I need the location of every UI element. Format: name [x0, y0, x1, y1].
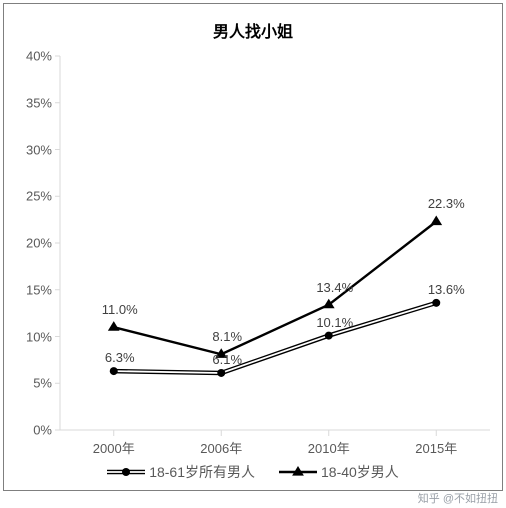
data-point-label: 13.4%: [316, 280, 353, 295]
triangle-marker-icon: [279, 464, 317, 480]
legend-label: 18-40岁男人: [321, 462, 399, 482]
data-point-label: 11.0%: [102, 302, 138, 317]
data-point-label: 22.3%: [428, 196, 465, 211]
legend-item: 18-61岁所有男人: [107, 462, 255, 482]
y-tick-label: 0%: [20, 423, 52, 438]
legend: 18-61岁所有男人 18-40岁男人: [0, 462, 506, 482]
y-tick-label: 20%: [20, 236, 52, 251]
circle-marker-icon: [107, 464, 145, 480]
data-point-label: 6.3%: [105, 350, 135, 365]
x-tick-label: 2000年: [93, 438, 135, 457]
chart-title: 男人找小姐: [0, 18, 506, 42]
legend-item: 18-40岁男人: [279, 462, 399, 482]
x-tick-label: 2010年: [308, 438, 350, 457]
y-tick-label: 40%: [20, 49, 52, 64]
data-point-label: 13.6%: [428, 282, 465, 297]
y-tick-label: 30%: [20, 142, 52, 157]
y-tick-label: 35%: [20, 95, 52, 110]
data-point-label: 6.1%: [212, 352, 242, 367]
data-point-label: 10.1%: [316, 315, 353, 330]
y-tick-label: 15%: [20, 282, 52, 297]
x-tick-label: 2015年: [415, 438, 457, 457]
chart-plot: [60, 56, 490, 430]
data-point-label: 8.1%: [212, 329, 242, 344]
y-tick-label: 5%: [20, 376, 52, 391]
y-tick-label: 25%: [20, 189, 52, 204]
x-tick-label: 2006年: [200, 438, 242, 457]
chart-container: 男人找小姐 0% 5% 10% 15% 20% 25% 30% 35% 40% 2000年 200…: [0, 0, 506, 508]
watermark: 知乎 @不如扭扭: [418, 490, 498, 506]
y-tick-label: 10%: [20, 329, 52, 344]
legend-label: 18-61岁所有男人: [149, 462, 255, 482]
